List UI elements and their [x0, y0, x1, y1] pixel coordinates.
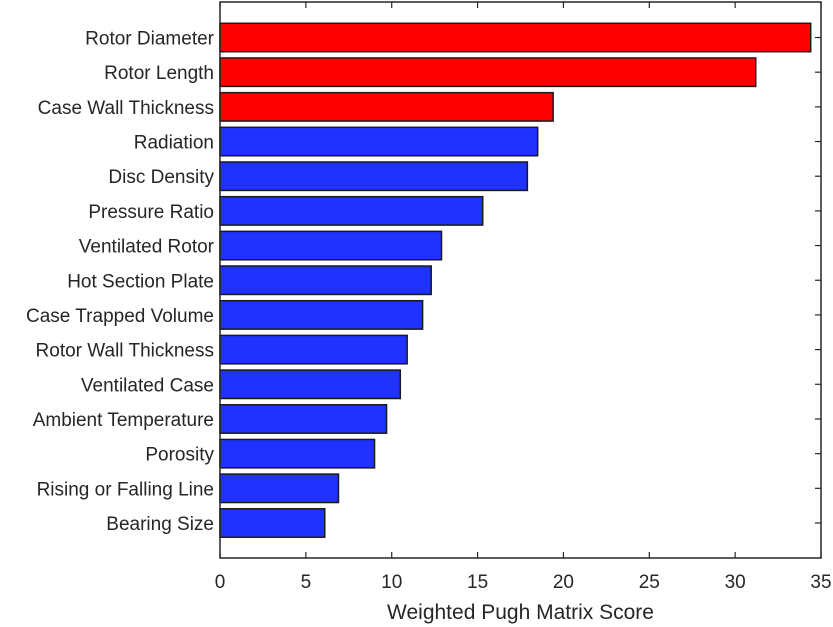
bar-pressure-ratio	[219, 195, 484, 226]
x-tick-label: 25	[639, 572, 660, 593]
bar-case-wall-thickness	[219, 91, 554, 122]
y-axis-label: Radiation	[134, 133, 214, 154]
bar-disc-density	[219, 161, 529, 192]
bar-hot-section-plate	[219, 265, 432, 296]
y-axis-label: Rising or Falling Line	[37, 479, 214, 500]
y-axis-label: Pressure Ratio	[88, 202, 214, 223]
bar-ambient-temperature	[219, 403, 388, 434]
bar-radiation	[219, 126, 539, 157]
bar-rising-or-falling-line	[219, 473, 340, 504]
y-axis-label: Ambient Temperature	[33, 410, 214, 431]
x-axis-label: Weighted Pugh Matrix Score	[387, 601, 654, 624]
bar-case-trapped-volume	[219, 299, 424, 330]
y-axis-label: Porosity	[145, 445, 214, 466]
x-tick-label: 5	[301, 572, 312, 593]
y-axis-label: Case Wall Thickness	[38, 98, 214, 119]
y-axis-label: Rotor Diameter	[85, 29, 214, 50]
plot-frame	[219, 1, 822, 559]
y-axis-label: Bearing Size	[106, 514, 214, 535]
bar-rotor-wall-thickness	[219, 334, 408, 365]
bars-group	[219, 22, 821, 538]
y-axis-label: Hot Section Plate	[67, 271, 214, 292]
x-tick-label: 35	[810, 572, 831, 593]
bar-ventilated-rotor	[219, 230, 443, 261]
x-tick-label: 15	[467, 572, 488, 593]
y-axis-label: Ventilated Case	[81, 375, 214, 396]
bar-ventilated-case	[219, 369, 402, 400]
x-tick-label: 20	[553, 572, 574, 593]
bar-rotor-length	[219, 57, 757, 88]
x-tick-label: 10	[381, 572, 402, 593]
y-axis-label: Ventilated Rotor	[79, 237, 215, 258]
y-axis-label: Rotor Wall Thickness	[36, 341, 214, 362]
y-axis-label: Case Trapped Volume	[26, 306, 214, 327]
x-tick-label: 30	[725, 572, 746, 593]
y-axis-label: Rotor Length	[104, 63, 214, 84]
y-axis-label: Disc Density	[108, 167, 214, 188]
bar-rotor-diameter	[219, 22, 812, 53]
bar-bearing-size	[219, 508, 326, 538]
x-tick-label: 0	[215, 572, 226, 593]
y-axis-labels: Rotor Diameter Rotor Length Case Wall Thic…	[26, 29, 215, 536]
x-axis-ticks: 0 5 10 15 20 25 30 35	[215, 2, 832, 593]
bar-porosity	[219, 438, 376, 469]
